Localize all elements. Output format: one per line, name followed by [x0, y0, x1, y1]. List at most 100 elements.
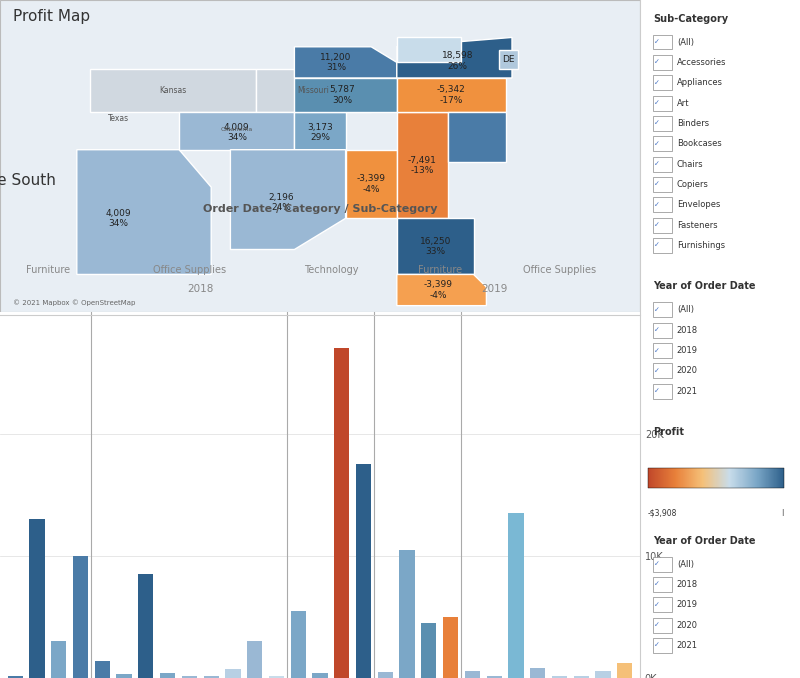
- Text: Copiers: Copiers: [677, 180, 709, 189]
- Text: 2019: 2019: [677, 346, 698, 355]
- Bar: [8, 675, 23, 678]
- Bar: [574, 675, 589, 678]
- Bar: [530, 669, 546, 678]
- FancyBboxPatch shape: [653, 116, 672, 131]
- Bar: [378, 672, 393, 678]
- Text: -3,399
-4%: -3,399 -4%: [357, 174, 386, 194]
- Text: -7,491
-13%: -7,491 -13%: [408, 155, 437, 175]
- Polygon shape: [397, 275, 486, 306]
- Text: 2019: 2019: [481, 283, 507, 294]
- Bar: [30, 519, 45, 678]
- FancyBboxPatch shape: [653, 638, 672, 653]
- Bar: [290, 611, 306, 678]
- Bar: [94, 661, 110, 678]
- FancyBboxPatch shape: [653, 96, 672, 111]
- Text: Furniture: Furniture: [26, 265, 70, 275]
- Bar: [552, 675, 567, 678]
- Text: ✓: ✓: [654, 60, 659, 65]
- FancyBboxPatch shape: [653, 302, 672, 317]
- Text: ✓: ✓: [654, 243, 659, 248]
- Text: 2020: 2020: [677, 366, 698, 376]
- Text: 5,787
30%: 5,787 30%: [330, 85, 355, 105]
- Bar: [117, 675, 132, 678]
- Text: ✓: ✓: [654, 561, 659, 567]
- Polygon shape: [397, 78, 506, 113]
- Text: ✓: ✓: [654, 121, 659, 126]
- Text: Office Supplies: Office Supplies: [523, 265, 596, 275]
- Text: Missouri: Missouri: [298, 86, 330, 95]
- Text: 2018: 2018: [187, 283, 214, 294]
- FancyBboxPatch shape: [653, 218, 672, 233]
- Text: 2020: 2020: [677, 620, 698, 630]
- Text: 3,173
29%: 3,173 29%: [307, 123, 333, 142]
- FancyBboxPatch shape: [653, 157, 672, 172]
- Text: ✓: ✓: [654, 202, 659, 207]
- Text: ✓: ✓: [654, 327, 659, 333]
- Text: Envelopes: Envelopes: [677, 200, 720, 210]
- Bar: [595, 671, 610, 678]
- Polygon shape: [499, 50, 518, 68]
- Bar: [508, 513, 523, 678]
- Bar: [422, 623, 437, 678]
- Text: Furnishings: Furnishings: [677, 241, 725, 250]
- Text: Bookcases: Bookcases: [677, 139, 722, 148]
- Text: Chairs: Chairs: [677, 159, 703, 169]
- FancyBboxPatch shape: [653, 384, 672, 399]
- FancyBboxPatch shape: [653, 136, 672, 151]
- Polygon shape: [294, 47, 397, 78]
- Text: Kansas: Kansas: [159, 86, 186, 95]
- Text: ✓: ✓: [654, 141, 659, 146]
- FancyBboxPatch shape: [653, 618, 672, 633]
- Polygon shape: [346, 150, 397, 218]
- Bar: [269, 675, 284, 678]
- Polygon shape: [397, 218, 474, 275]
- Text: Sales in the South: Sales in the South: [0, 173, 56, 188]
- Text: DE: DE: [502, 55, 515, 64]
- FancyBboxPatch shape: [653, 197, 672, 212]
- Text: 2019: 2019: [677, 600, 698, 610]
- Bar: [617, 663, 632, 678]
- FancyBboxPatch shape: [653, 55, 672, 70]
- Text: 2021: 2021: [677, 641, 698, 650]
- Polygon shape: [294, 78, 397, 113]
- Text: ✓: ✓: [654, 368, 659, 374]
- Text: ✓: ✓: [654, 222, 659, 228]
- Polygon shape: [294, 113, 346, 150]
- Text: 2021: 2021: [677, 386, 698, 396]
- Text: 2,196
24%: 2,196 24%: [269, 193, 294, 212]
- Text: 2018: 2018: [677, 580, 698, 589]
- FancyBboxPatch shape: [653, 557, 672, 572]
- Text: Office Supplies: Office Supplies: [153, 265, 226, 275]
- Bar: [73, 556, 88, 678]
- FancyBboxPatch shape: [653, 177, 672, 192]
- Text: -5,342
-17%: -5,342 -17%: [437, 85, 466, 105]
- Bar: [443, 617, 458, 678]
- Text: |: |: [781, 508, 783, 515]
- FancyBboxPatch shape: [653, 238, 672, 253]
- Polygon shape: [230, 150, 346, 250]
- Text: Year of Order Date: Year of Order Date: [653, 281, 755, 292]
- FancyBboxPatch shape: [653, 597, 672, 612]
- Bar: [138, 574, 154, 678]
- Bar: [465, 671, 480, 678]
- Text: ✓: ✓: [654, 388, 659, 394]
- Text: 2018: 2018: [677, 325, 698, 335]
- Text: ✓: ✓: [654, 602, 659, 607]
- Text: ✓: ✓: [654, 307, 659, 313]
- Text: (All): (All): [677, 559, 694, 569]
- Polygon shape: [77, 150, 211, 275]
- Text: Binders: Binders: [677, 119, 709, 128]
- Text: Furniture: Furniture: [418, 265, 462, 275]
- Bar: [312, 673, 328, 678]
- Text: Sub-Category: Sub-Category: [653, 14, 728, 24]
- Bar: [160, 673, 175, 678]
- Text: (All): (All): [677, 305, 694, 315]
- FancyBboxPatch shape: [653, 35, 672, 49]
- Text: (All): (All): [677, 37, 694, 47]
- Text: Profit: Profit: [653, 427, 684, 437]
- Polygon shape: [179, 113, 294, 150]
- FancyBboxPatch shape: [653, 323, 672, 338]
- Text: ✓: ✓: [654, 622, 659, 628]
- Bar: [334, 348, 350, 678]
- Bar: [356, 464, 371, 678]
